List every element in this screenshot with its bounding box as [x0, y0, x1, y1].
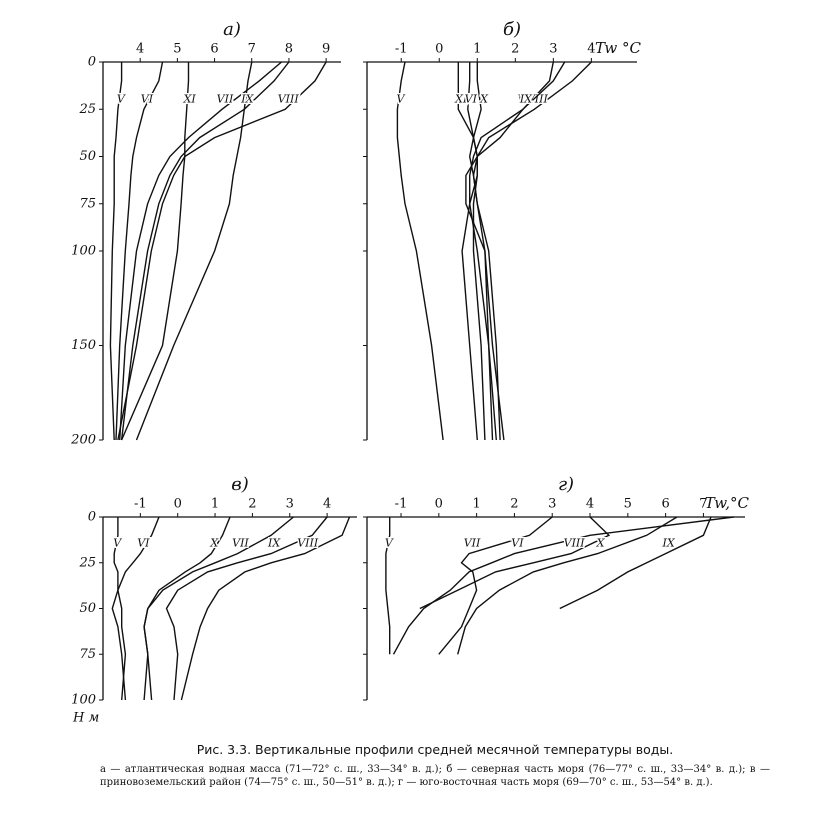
y-tick-label: 75	[79, 647, 96, 662]
y-axis-label: H м	[72, 711, 99, 726]
x-tick-label: -1	[395, 497, 408, 512]
series-label: VI	[465, 92, 478, 105]
series-label: V	[396, 92, 405, 105]
chart-title: б)	[503, 19, 521, 40]
x-tick-label: 4	[587, 42, 595, 57]
x-tick-label: 4	[136, 42, 144, 57]
series-label: VI	[511, 537, 524, 550]
series-label: X	[479, 92, 489, 105]
series-label: VIII	[564, 537, 586, 550]
y-tick-label: 0	[88, 510, 96, 525]
y-tick-label: 0	[88, 55, 96, 70]
profile-line	[396, 61, 444, 441]
x-tick-label: 1	[211, 497, 219, 512]
y-tick-label: 25	[78, 555, 96, 570]
profile-line	[117, 516, 160, 701]
caption-text: а — атлантическая водная масса (71—72° с…	[100, 764, 770, 788]
x-axis-label: Tw,°C	[705, 494, 750, 512]
x-axis-label: Tw °C	[595, 39, 642, 57]
y-tick-label: 50	[79, 601, 96, 616]
series-label: V	[385, 537, 394, 550]
series-label: V	[117, 92, 126, 105]
series-label: VI	[141, 92, 154, 105]
x-tick-label: 2	[510, 497, 518, 512]
caption: Рис. 3.3. Вертикальные профили средней м…	[100, 742, 770, 789]
series-label: XI	[454, 92, 468, 105]
series-label: IX	[519, 92, 533, 105]
profile-line	[385, 517, 391, 655]
series-label: XI	[183, 92, 197, 105]
x-tick-label: 3	[286, 497, 294, 512]
profile-line	[120, 61, 290, 441]
x-tick-label: 7	[248, 42, 256, 57]
y-tick-label: 100	[71, 244, 96, 259]
x-tick-label: 3	[548, 497, 556, 512]
x-tick-label: 8	[285, 42, 293, 57]
x-tick-label: 0	[435, 497, 443, 512]
x-tick-label: 5	[624, 497, 632, 512]
x-tick-label: 4	[323, 497, 331, 512]
x-tick-label: 5	[173, 42, 181, 57]
series-label: IX	[267, 537, 281, 550]
series-label: VIII	[278, 92, 300, 105]
profile-line	[143, 516, 294, 701]
series-label: VIII	[527, 92, 549, 105]
profile-line	[165, 516, 328, 701]
x-tick-label: 2	[511, 42, 519, 57]
x-tick-label: 7	[699, 497, 707, 512]
y-tick-label: 25	[78, 102, 96, 117]
profile-line	[559, 516, 712, 610]
x-tick-label: -1	[395, 42, 408, 57]
y-tick-label: 100	[71, 693, 96, 708]
profile-line	[457, 516, 678, 655]
profile-line	[135, 61, 253, 441]
series-label: VIII	[297, 537, 319, 550]
profile-line	[465, 61, 566, 441]
x-tick-label: 1	[473, 42, 481, 57]
profile-line	[117, 61, 327, 441]
series-label: X	[596, 537, 606, 550]
profile-line	[419, 516, 611, 610]
x-tick-label: 9	[322, 42, 330, 57]
profile-line	[180, 516, 351, 701]
profile-line	[120, 62, 190, 441]
series-label: X	[209, 537, 219, 550]
series-label: VI	[137, 537, 150, 550]
series-label: VII	[464, 537, 481, 550]
series-label: VII	[217, 92, 234, 105]
profile-line	[111, 517, 127, 701]
x-tick-label: 2	[248, 497, 256, 512]
profile-line	[119, 61, 282, 441]
x-tick-label: 6	[210, 42, 218, 57]
profile-line	[109, 62, 123, 441]
series-label: IX	[240, 92, 254, 105]
x-tick-label: 0	[435, 42, 443, 57]
series-label: VII	[232, 537, 249, 550]
y-tick-label: 150	[71, 338, 96, 353]
profile-line	[457, 62, 478, 441]
series-label: V	[113, 537, 122, 550]
x-tick-label: 6	[661, 497, 669, 512]
series-label: IX	[662, 537, 676, 550]
profile-line	[472, 61, 592, 441]
profile-line	[467, 62, 486, 441]
chart-title: а)	[223, 19, 241, 40]
x-tick-label: 4	[586, 497, 594, 512]
x-tick-label: -1	[134, 497, 147, 512]
profile-line	[392, 516, 734, 655]
x-tick-label: 0	[174, 497, 182, 512]
x-tick-label: 1	[472, 497, 480, 512]
profile-line	[115, 61, 164, 441]
y-tick-label: 75	[79, 196, 96, 211]
profile-line	[438, 516, 553, 655]
x-tick-label: 3	[549, 42, 557, 57]
chart-title: г)	[558, 474, 574, 495]
chart-title: в)	[231, 474, 249, 495]
y-tick-label: 50	[79, 149, 96, 164]
caption-title: Рис. 3.3. Вертикальные профили средней м…	[196, 742, 674, 757]
y-tick-label: 200	[70, 433, 96, 448]
